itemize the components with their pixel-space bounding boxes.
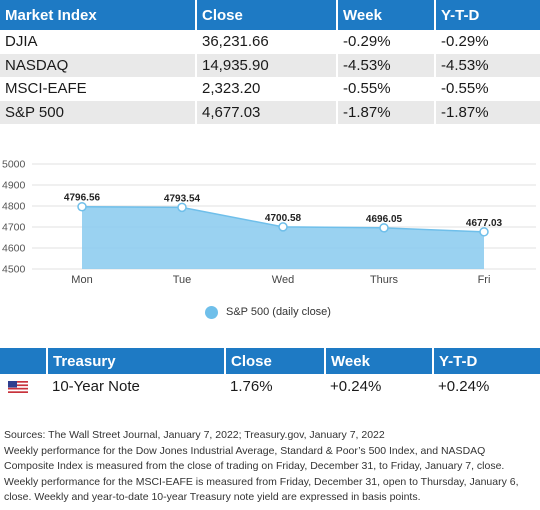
treasury-name: 10-Year Note — [47, 374, 225, 398]
y-tick-label: 4700 — [2, 222, 26, 234]
index-ytd: -4.53% — [434, 53, 540, 77]
data-label: 4700.58 — [265, 213, 302, 224]
treasury-close: 1.76% — [225, 374, 325, 398]
y-tick-label: 4900 — [2, 180, 26, 192]
sp500-area-chart: 5000 4900 4800 4700 4600 4500 4796.56 Mon 4793.5… — [2, 159, 536, 286]
chart-legend[interactable]: S&P 500 (daily close) — [205, 304, 331, 320]
treasury-table: Treasury Close Week Y-T-D 10-Year Note 1… — [0, 348, 540, 398]
data-point[interactable] — [379, 223, 389, 233]
y-tick-label: 4600 — [2, 243, 26, 255]
header-treasury: Treasury — [46, 348, 225, 374]
treasury-week: +0.24% — [325, 374, 433, 398]
x-tick-label: Mon — [71, 274, 92, 286]
index-week: -0.55% — [336, 77, 435, 101]
index-close: 36,231.66 — [195, 30, 337, 54]
data-label: 4696.05 — [366, 214, 403, 225]
legend-swatch-icon — [205, 305, 218, 319]
footnote-body: Weekly performance for the Dow Jones Ind… — [4, 444, 519, 504]
x-tick-label: Thurs — [370, 274, 399, 286]
index-ytd: -0.55% — [434, 77, 540, 101]
x-tick-label: Fri — [478, 274, 491, 286]
data-point[interactable] — [278, 222, 288, 232]
data-point[interactable] — [177, 202, 187, 213]
legend-label: S&P 500 (daily close) — [226, 306, 331, 318]
header-week: Week — [336, 0, 435, 30]
index-week: -4.53% — [336, 53, 435, 77]
table-row: S&P 500 4,677.03 -1.87% -1.87% — [0, 100, 540, 124]
treasury-ytd: +0.24% — [433, 374, 540, 398]
data-point[interactable] — [479, 227, 489, 237]
table-row: MSCI-EAFE 2,323.20 -0.55% -0.55% — [0, 77, 540, 101]
index-name: S&P 500 — [0, 100, 196, 124]
index-close: 4,677.03 — [195, 100, 337, 124]
y-tick-label: 5000 — [2, 159, 26, 171]
index-week: -1.87% — [336, 100, 435, 124]
footnote-sources: Sources: The Wall Street Journal, Januar… — [4, 429, 385, 441]
data-label: 4793.54 — [164, 193, 201, 204]
header-flag — [0, 348, 47, 374]
index-name: NASDAQ — [0, 53, 196, 77]
footnote: Sources: The Wall Street Journal, Januar… — [4, 428, 538, 506]
data-label: 4796.56 — [64, 193, 101, 204]
header-week: Week — [324, 348, 433, 374]
index-close: 14,935.90 — [195, 53, 337, 77]
table-row: 10-Year Note 1.76% +0.24% +0.24% — [0, 374, 540, 398]
index-close: 2,323.20 — [195, 77, 337, 101]
table-row: DJIA 36,231.66 -0.29% -0.29% — [0, 30, 540, 54]
data-point[interactable] — [77, 201, 87, 212]
y-tick-label: 4800 — [2, 201, 26, 213]
y-tick-label: 4500 — [2, 264, 26, 276]
index-name: DJIA — [0, 30, 196, 54]
series-area — [82, 206, 484, 269]
x-tick-label: Wed — [272, 274, 294, 286]
header-ytd: Y-T-D — [434, 0, 540, 30]
us-flag-icon — [8, 380, 28, 393]
treasury-header-row: Treasury Close Week Y-T-D — [0, 348, 540, 374]
market-table-header-row: Market Index Close Week Y-T-D — [0, 0, 540, 30]
x-tick-label: Tue — [173, 274, 192, 286]
data-label: 4677.03 — [466, 218, 503, 229]
header-close: Close — [195, 0, 337, 30]
index-ytd: -0.29% — [434, 30, 540, 54]
header-ytd: Y-T-D — [432, 348, 540, 374]
table-row: NASDAQ 14,935.90 -4.53% -4.53% — [0, 53, 540, 77]
index-week: -0.29% — [336, 30, 435, 54]
flag-cell — [0, 374, 47, 398]
market-index-table: Market Index Close Week Y-T-D DJIA 36,23… — [0, 0, 540, 124]
index-name: MSCI-EAFE — [0, 77, 196, 101]
header-market-index: Market Index — [0, 0, 196, 30]
header-close: Close — [224, 348, 325, 374]
index-ytd: -1.87% — [434, 100, 540, 124]
